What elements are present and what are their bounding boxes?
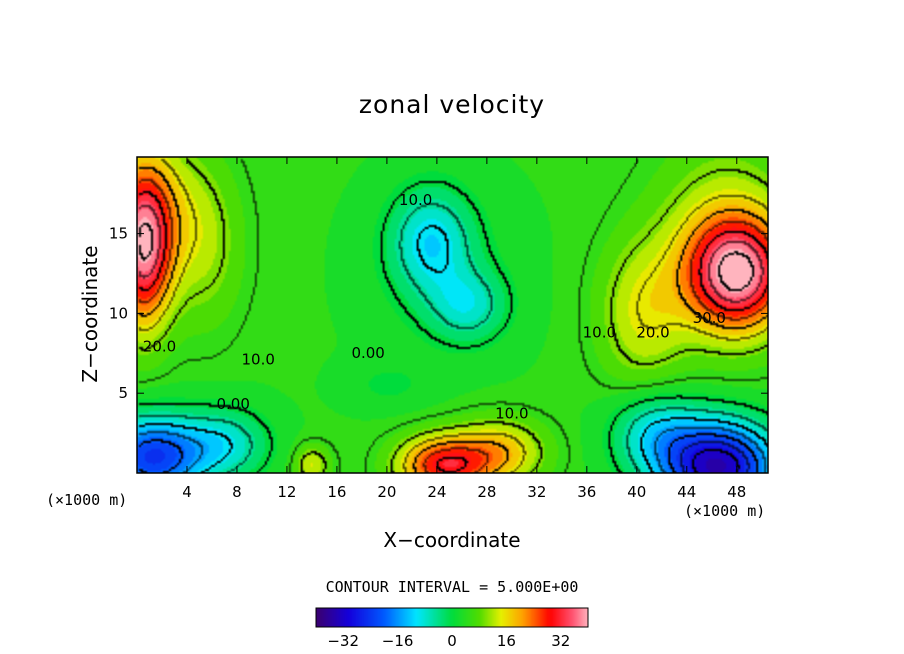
colorbar-tick-label: 16 <box>497 632 516 650</box>
x-tick-label: 12 <box>277 483 296 501</box>
x-unit-label-right: (×1000 m) <box>684 502 765 520</box>
y-tick-label: 5 <box>118 384 128 402</box>
x-tick-label: 28 <box>477 483 496 501</box>
x-tick-label: 24 <box>427 483 446 501</box>
x-unit-label-left: (×1000 m) <box>46 491 127 509</box>
x-tick-label: 44 <box>677 483 696 501</box>
contour-label: 10.0 <box>241 350 274 368</box>
contour-interval-text: CONTOUR INTERVAL = 5.000E+00 <box>326 578 579 596</box>
chart-title: zonal velocity <box>359 90 545 119</box>
contour-label: 0.00 <box>351 344 384 362</box>
colorbar-tick-label: 0 <box>447 632 457 650</box>
y-axis-label: Z−coordinate <box>78 245 102 382</box>
x-tick-label: 4 <box>182 483 192 501</box>
x-axis-ticks: 4 8 12 16 20 24 28 32 36 40 44 48 <box>182 157 746 501</box>
plot-area: 10.0 20.0 10.0 0.00 0.00 10.0 10.0 20.0 30.0 <box>136 156 769 474</box>
contour-label: 20.0 <box>143 338 176 356</box>
colorbar-ticks: −32 −16 0 16 32 <box>327 632 570 650</box>
x-tick-label: 16 <box>327 483 346 501</box>
contour-label: 20.0 <box>636 323 669 341</box>
x-tick-label: 20 <box>377 483 396 501</box>
colorbar-gradient <box>316 608 588 627</box>
contour-labels: 10.0 20.0 10.0 0.00 0.00 10.0 10.0 20.0 30.0 <box>143 191 726 423</box>
contour-label: 10.0 <box>399 191 432 209</box>
x-tick-label: 40 <box>627 483 646 501</box>
colorbar-tick-label: −16 <box>382 632 414 650</box>
x-tick-label: 48 <box>727 483 746 501</box>
y-tick-label: 15 <box>109 225 128 243</box>
colorbar: −32 −16 0 16 32 <box>315 607 589 650</box>
x-tick-label: 36 <box>577 483 596 501</box>
y-axis-ticks: 5 10 15 <box>109 225 768 402</box>
contour-label: 30.0 <box>693 309 726 327</box>
colorbar-tick-label: −32 <box>327 632 359 650</box>
y-tick-label: 10 <box>109 304 128 322</box>
plot-frame <box>136 156 769 474</box>
contour-label: 0.00 <box>217 395 250 413</box>
x-tick-label: 32 <box>527 483 546 501</box>
x-tick-label: 8 <box>232 483 242 501</box>
colorbar-frame <box>315 607 589 628</box>
colorbar-tick-label: 32 <box>551 632 570 650</box>
contour-label: 10.0 <box>495 405 528 423</box>
contour-label: 10.0 <box>583 323 616 341</box>
x-axis-label: X−coordinate <box>383 528 520 552</box>
velocity-heatmap <box>137 157 768 473</box>
